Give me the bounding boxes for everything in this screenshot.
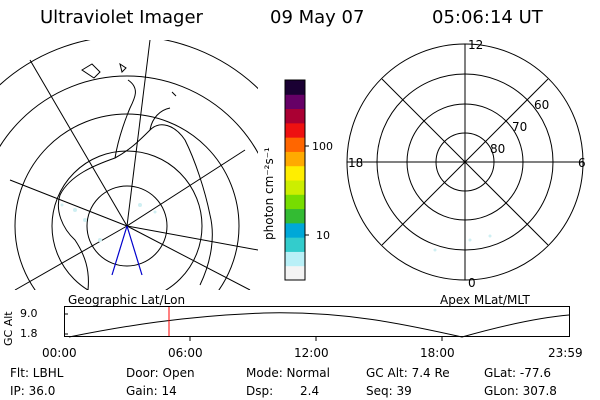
colorbar-cell	[285, 94, 305, 110]
dsp-label: Dsp:	[246, 384, 274, 398]
colorbar-cell	[285, 265, 305, 281]
satellite-track-line	[111, 225, 128, 276]
altitude-xtick-1800: 18:00	[420, 346, 455, 360]
altitude-xtick-0600: 06:00	[168, 346, 203, 360]
altitude-plot	[64, 306, 570, 341]
altitude-ylabel: GC Alt	[2, 311, 15, 346]
altitude-xtick-2359: 23:59	[548, 346, 583, 360]
colorbar-cell	[285, 180, 305, 195]
filter-info: Flt: LBHL	[10, 366, 64, 380]
meridian-line	[126, 225, 251, 290]
colorbar-cell	[285, 80, 305, 95]
colorbar-cell	[285, 122, 305, 138]
mlt-label-6: 6	[578, 156, 586, 170]
altitude-ytick-max: 9.0	[20, 307, 38, 320]
ip-info: IP: 36.0	[10, 384, 56, 398]
coastline	[81, 62, 177, 97]
meridian-line	[14, 225, 128, 290]
lat-circle	[14, 113, 240, 290]
apex-panel-label: Apex MLat/MLT	[440, 293, 530, 307]
meridian-line	[126, 225, 258, 251]
mlat-label-80: 80	[490, 142, 506, 156]
colorbar-cell	[285, 151, 305, 167]
colorbar-cell	[285, 194, 305, 210]
meridian-line	[126, 149, 246, 227]
colorbar-cell	[285, 222, 305, 238]
mlat-label-70: 70	[512, 120, 528, 134]
colorbar-tick-100: 100	[312, 140, 333, 153]
altitude-xtick-0000: 00:00	[42, 346, 77, 360]
seq-info: Seq: 39	[366, 384, 412, 398]
mode-info: Mode: Normal	[246, 366, 330, 380]
geographic-map	[0, 40, 258, 290]
meridian-line	[9, 179, 128, 227]
altitude-curve	[68, 312, 570, 338]
app-title: Ultraviolet Imager	[40, 7, 203, 28]
altitude-xtick-1200: 12:00	[294, 346, 329, 360]
satellite-track-line	[126, 225, 143, 276]
coastline	[57, 79, 213, 290]
mlt-label-18: 18	[348, 156, 364, 170]
gain-info: Gain: 14	[126, 384, 177, 398]
time-label: 05:06:14 UT	[432, 7, 543, 28]
colorbar-cell	[285, 165, 305, 181]
lat-circle	[86, 185, 168, 267]
colorbar-cell	[285, 237, 305, 252]
lat-circle	[0, 75, 258, 155]
altitude-ytick-min: 1.8	[20, 327, 38, 340]
meridian-line	[29, 59, 128, 227]
mlt-label-12: 12	[468, 38, 484, 52]
glat-info: GLat: -77.6	[484, 366, 551, 380]
date-label: 09 May 07	[270, 7, 365, 28]
colorbar-cell	[285, 137, 305, 152]
geographic-panel-label: Geographic Lat/Lon	[68, 293, 186, 307]
colorbar-unit-label: photon cm⁻²s⁻¹	[262, 147, 276, 240]
dsp-value: 2.4	[300, 384, 320, 398]
colorbar	[284, 79, 309, 281]
mlat-label-60: 60	[534, 98, 550, 112]
mlt-label-0: 0	[468, 276, 476, 290]
meridian-line	[126, 40, 151, 227]
mlt-line	[381, 78, 549, 246]
colorbar-cell	[285, 208, 305, 224]
colorbar-cell	[285, 108, 305, 124]
glon-info: GLon: 307.8	[484, 384, 557, 398]
door-info: Door: Open	[126, 366, 195, 380]
colorbar-tick-10: 10	[316, 229, 330, 242]
gc-alt-info: GC Alt: 7.4 Re	[366, 366, 450, 380]
polar-mlt-plot	[346, 43, 584, 281]
colorbar-cell	[285, 251, 305, 267]
